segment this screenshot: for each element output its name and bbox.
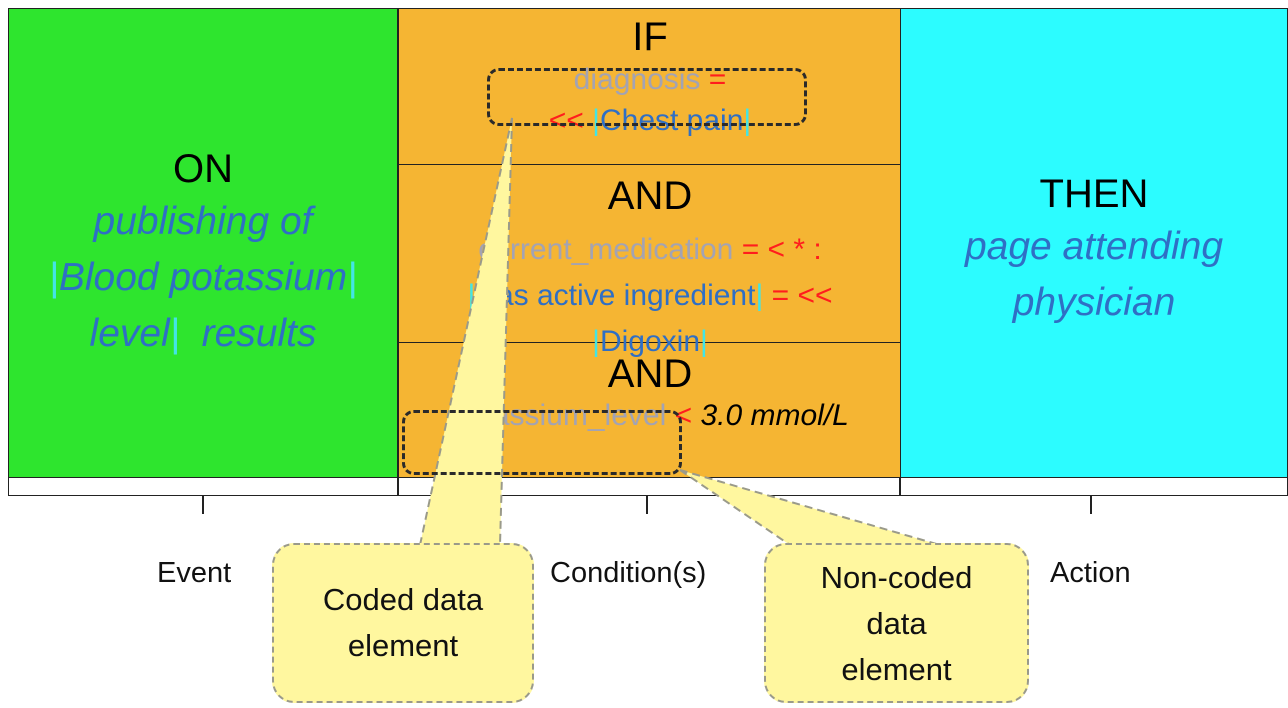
medication-value: |Digoxin| xyxy=(592,325,708,358)
coded-data-element-callout: Coded data element xyxy=(272,543,534,703)
action-line-2: physician xyxy=(1012,281,1176,324)
noncoded-data-element-callout: Non-coded data element xyxy=(764,543,1029,703)
coded-callout-line-1: Coded data xyxy=(322,582,484,617)
event-line-2: |Blood potassium| xyxy=(48,256,358,299)
action-bracket-tick xyxy=(1090,496,1092,514)
event-line-1: publishing of xyxy=(93,200,313,243)
condition-row-medication: AND current_medication = < * : |Has acti… xyxy=(399,165,901,358)
condition-bracket xyxy=(398,478,900,496)
noncoded-callout-line-2: data xyxy=(866,606,927,641)
action-bracket xyxy=(900,478,1288,496)
event-label: Event xyxy=(157,557,232,589)
event-bracket-tick xyxy=(202,496,204,514)
condition-label: Condition(s) xyxy=(550,557,707,589)
and-keyword-2: AND xyxy=(607,352,693,396)
diagnosis-value: << |Chest pain| xyxy=(548,104,752,137)
coded-callout-line-2: element xyxy=(347,628,459,663)
medication-attribute: |Has active ingredient| = << xyxy=(467,279,833,312)
and-keyword-1: AND xyxy=(607,174,693,218)
if-keyword: IF xyxy=(632,15,668,59)
action-line-1: page attending xyxy=(964,225,1224,268)
event-keyword: ON xyxy=(173,147,233,191)
condition-bracket-tick xyxy=(646,496,648,514)
noncoded-callout-line-1: Non-coded xyxy=(820,560,973,595)
coded-element-highlight xyxy=(487,68,807,126)
condition-row-diagnosis: IF diagnosis = << |Chest pain| xyxy=(399,9,901,165)
action-panel: THEN page attending physician xyxy=(900,8,1288,478)
noncoded-element-highlight xyxy=(402,410,682,475)
noncoded-callout-line-3: element xyxy=(841,652,952,687)
event-bracket xyxy=(8,478,398,496)
event-line-3: level| results xyxy=(89,312,317,355)
event-panel: ON publishing of |Blood potassium| level… xyxy=(8,8,398,478)
medication-condition: current_medication = < * : xyxy=(478,233,822,266)
action-label: Action xyxy=(1050,557,1131,589)
action-keyword: THEN xyxy=(1039,172,1149,216)
